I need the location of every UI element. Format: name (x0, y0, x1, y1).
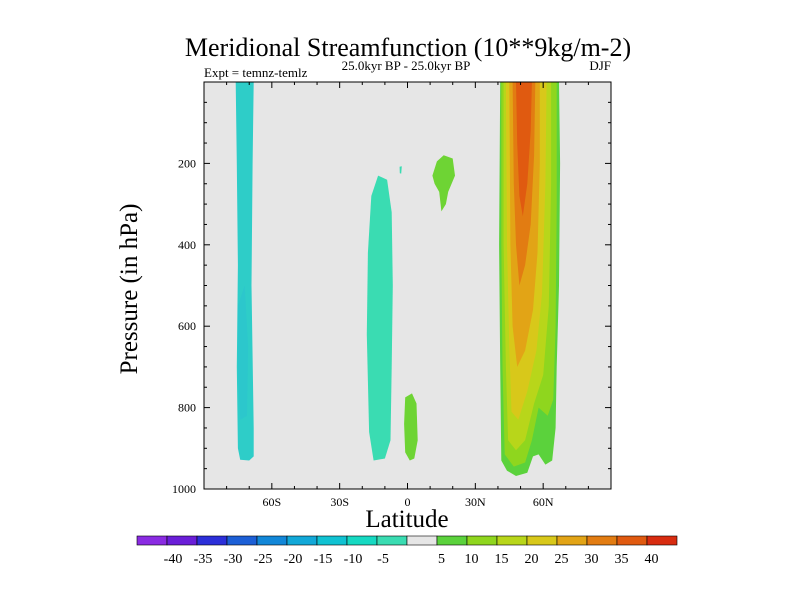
colorbar-label: 20 (525, 552, 539, 567)
contour-region-sh-subtropical-cell (366, 175, 393, 461)
x-tick-label: 60S (262, 495, 281, 509)
colorbar-swatch (406, 535, 438, 546)
y-tick-label: 800 (178, 401, 196, 415)
colorbar-label: 40 (645, 552, 659, 567)
colorbar-swatch (376, 535, 408, 546)
colorbar-swatch (316, 535, 348, 546)
contour-region-nh-ferrel-40 (516, 82, 532, 217)
x-tick-label: 60N (533, 495, 554, 509)
colorbar-label: 30 (585, 552, 599, 567)
season-label: DJF (589, 58, 611, 73)
colorbar-label: -40 (164, 552, 183, 567)
colorbar-label: 15 (495, 552, 509, 567)
plot-area: 60S 30S 0 30N 60N 200 400 600 800 1000 (172, 81, 612, 509)
contour-region-sh-polar-cell-core (237, 285, 249, 420)
experiment-label: Expt = temnz-temlz (204, 65, 308, 80)
contour-region-small-neg-dot (399, 166, 402, 174)
y-axis-label: Pressure (in hPa) (116, 204, 143, 375)
colorbar-swatch (286, 535, 318, 546)
x-tick-label: 30S (330, 495, 349, 509)
y-tick-label: 200 (178, 156, 196, 170)
colorbar-swatch (586, 535, 618, 546)
colorbar-swatch (646, 535, 678, 546)
x-axis-label: Latitude (365, 506, 448, 533)
colorbar-label: -25 (254, 552, 273, 567)
colorbar-swatch (466, 535, 498, 546)
y-tick-label: 600 (178, 319, 196, 333)
colorbar-swatch (526, 535, 558, 546)
colorbar-label: 35 (615, 552, 629, 567)
colorbar-label: -35 (194, 552, 213, 567)
colorbar-label: -10 (344, 552, 363, 567)
colorbar-swatch (136, 535, 168, 546)
colorbar-swatch (496, 535, 528, 546)
colorbar-swatch (556, 535, 588, 546)
axis-ticks: 60S 30S 0 30N 60N 200 400 600 800 1000 (172, 81, 612, 509)
colorbar-label: 5 (438, 552, 445, 567)
colorbar: -40 -35 -30 -25 -20 -15 -10 -5 5 10 15 20 25 30 35 40 (136, 535, 678, 567)
colorbar-swatch (346, 535, 378, 546)
x-tick-label: 30N (465, 495, 486, 509)
y-tick-label: 1000 (172, 482, 196, 496)
colorbar-swatch (616, 535, 648, 546)
colorbar-swatch (436, 535, 468, 546)
colorbar-label: -30 (224, 552, 243, 567)
colorbar-label: 25 (555, 552, 569, 567)
colorbar-swatch (256, 535, 288, 546)
colorbar-label: -20 (284, 552, 303, 567)
contour-region-lower-pos-blob (404, 393, 418, 461)
contour-region-upper-pos-blob (432, 155, 455, 212)
colorbar-label: -5 (377, 552, 389, 567)
colorbar-swatch (226, 535, 258, 546)
x-tick-label: 0 (405, 495, 411, 509)
colorbar-label: -15 (314, 552, 333, 567)
colorbar-label: 10 (465, 552, 479, 567)
y-tick-label: 400 (178, 238, 196, 252)
period-label: 25.0kyr BP - 25.0kyr BP (342, 58, 471, 73)
colorbar-swatch (166, 535, 198, 546)
chart-title: Meridional Streamfunction (10**9kg/m-2) (185, 33, 631, 62)
contour-regions (235, 82, 561, 476)
colorbar-swatch (196, 535, 228, 546)
